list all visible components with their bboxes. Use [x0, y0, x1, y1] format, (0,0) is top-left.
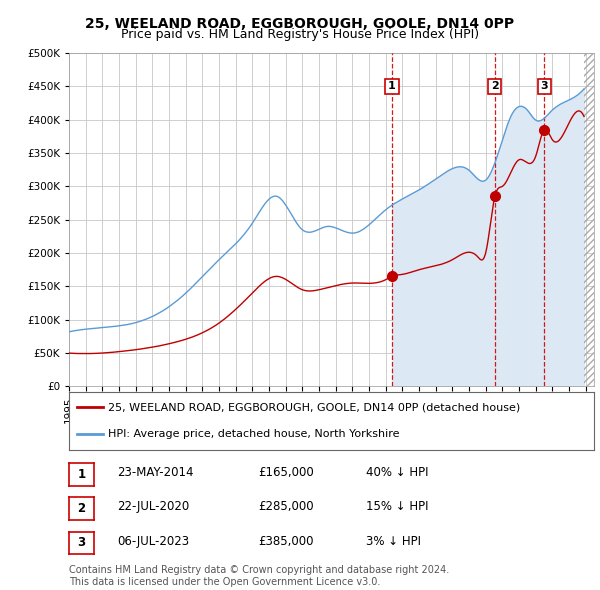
Text: 2: 2 — [77, 502, 86, 515]
Text: 25, WEELAND ROAD, EGGBOROUGH, GOOLE, DN14 0PP: 25, WEELAND ROAD, EGGBOROUGH, GOOLE, DN1… — [85, 17, 515, 31]
Text: 06-JUL-2023: 06-JUL-2023 — [117, 535, 189, 548]
Text: 40% ↓ HPI: 40% ↓ HPI — [366, 466, 428, 479]
Text: 25, WEELAND ROAD, EGGBOROUGH, GOOLE, DN14 0PP (detached house): 25, WEELAND ROAD, EGGBOROUGH, GOOLE, DN1… — [109, 402, 521, 412]
Text: 23-MAY-2014: 23-MAY-2014 — [117, 466, 193, 479]
Text: 3: 3 — [77, 536, 86, 549]
Text: Contains HM Land Registry data © Crown copyright and database right 2024.
This d: Contains HM Land Registry data © Crown c… — [69, 565, 449, 587]
Text: £285,000: £285,000 — [258, 500, 314, 513]
Text: 1: 1 — [388, 81, 396, 91]
Text: HPI: Average price, detached house, North Yorkshire: HPI: Average price, detached house, Nort… — [109, 429, 400, 439]
Text: £165,000: £165,000 — [258, 466, 314, 479]
Text: Price paid vs. HM Land Registry's House Price Index (HPI): Price paid vs. HM Land Registry's House … — [121, 28, 479, 41]
Text: £385,000: £385,000 — [258, 535, 314, 548]
Text: 3% ↓ HPI: 3% ↓ HPI — [366, 535, 421, 548]
Text: 15% ↓ HPI: 15% ↓ HPI — [366, 500, 428, 513]
Text: 3: 3 — [541, 81, 548, 91]
Text: 22-JUL-2020: 22-JUL-2020 — [117, 500, 189, 513]
Text: 2: 2 — [491, 81, 499, 91]
Text: 1: 1 — [77, 468, 86, 481]
